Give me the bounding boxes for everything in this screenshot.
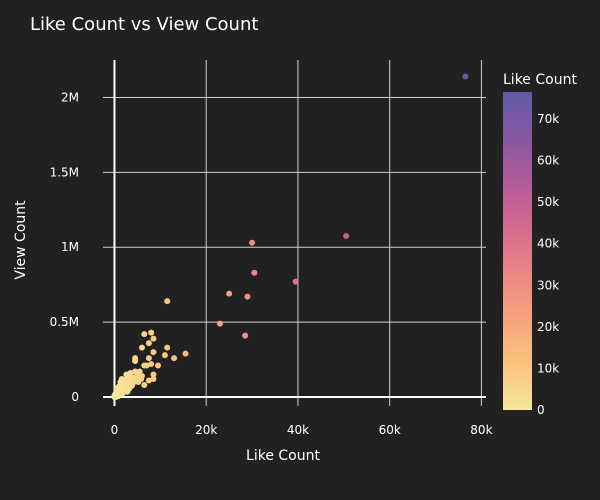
- y-tick-label: 0.5M: [50, 315, 79, 329]
- colorbar-tick-label: 60k: [537, 154, 559, 168]
- grid-lines: [103, 60, 486, 406]
- data-point: [117, 379, 124, 386]
- y-axis-label: View Count: [13, 200, 29, 280]
- data-point: [171, 355, 178, 362]
- data-point: [128, 382, 135, 389]
- colorbar-tick-label: 70k: [537, 112, 559, 126]
- chart-title: Like Count vs View Count: [30, 14, 258, 35]
- data-point: [141, 382, 148, 389]
- colorbar-tick-label: 0: [537, 403, 545, 417]
- x-tick-label: 20k: [195, 423, 217, 437]
- colorbar-tick-labels: 0 10k 20k 30k 40k 50k 60k 70k: [537, 112, 559, 417]
- data-point: [155, 362, 162, 369]
- data-point: [249, 239, 256, 246]
- x-tick-label: 80k: [470, 423, 492, 437]
- x-tick-labels: 0 20k 40k 60k 80k: [111, 423, 493, 437]
- data-point: [132, 358, 139, 365]
- data-point: [164, 344, 171, 351]
- colorbar-gradient: [503, 92, 532, 410]
- data-point: [462, 73, 469, 80]
- data-point: [114, 385, 121, 392]
- data-point: [143, 362, 150, 369]
- data-point: [148, 329, 155, 336]
- colorbar-tick-label: 10k: [537, 361, 559, 375]
- data-points: [111, 73, 469, 401]
- data-point: [141, 331, 148, 338]
- data-point: [148, 361, 155, 368]
- data-point: [145, 340, 152, 347]
- y-tick-label: 2M: [61, 90, 79, 104]
- colorbar-tick-label: 20k: [537, 320, 559, 334]
- x-tick-label: 0: [111, 423, 119, 437]
- data-point: [123, 371, 130, 378]
- data-point: [138, 344, 145, 351]
- y-tick-label: 1.5M: [50, 165, 79, 179]
- colorbar: Like Count 0 10k 20k 30k 40k 50k 60k 70k: [503, 72, 577, 417]
- y-tick-label: 1M: [61, 240, 79, 254]
- x-axis-label: Like Count: [246, 448, 320, 464]
- y-tick-labels: 0 0.5M 1M 1.5M 2M: [50, 90, 79, 404]
- data-point: [251, 269, 258, 276]
- data-point: [242, 332, 249, 339]
- colorbar-tick-label: 30k: [537, 278, 559, 292]
- data-point: [145, 355, 152, 362]
- data-point: [343, 232, 350, 239]
- colorbar-tick-label: 40k: [537, 237, 559, 251]
- data-point: [150, 371, 157, 378]
- data-point: [132, 368, 139, 375]
- x-tick-label: 40k: [287, 423, 309, 437]
- data-point: [164, 298, 171, 305]
- axes: [103, 60, 486, 406]
- data-point: [226, 290, 233, 297]
- colorbar-tick-label: 50k: [537, 195, 559, 209]
- data-point: [150, 376, 157, 383]
- data-point: [150, 335, 157, 342]
- data-point: [182, 350, 189, 357]
- data-point: [161, 352, 168, 359]
- data-point: [244, 293, 251, 300]
- data-point: [145, 377, 152, 384]
- data-point: [216, 320, 223, 327]
- data-point: [292, 278, 299, 285]
- y-tick-label: 0: [71, 390, 79, 404]
- data-point: [138, 376, 145, 383]
- data-point: [150, 349, 157, 356]
- colorbar-title: Like Count: [503, 72, 577, 88]
- x-tick-label: 60k: [379, 423, 401, 437]
